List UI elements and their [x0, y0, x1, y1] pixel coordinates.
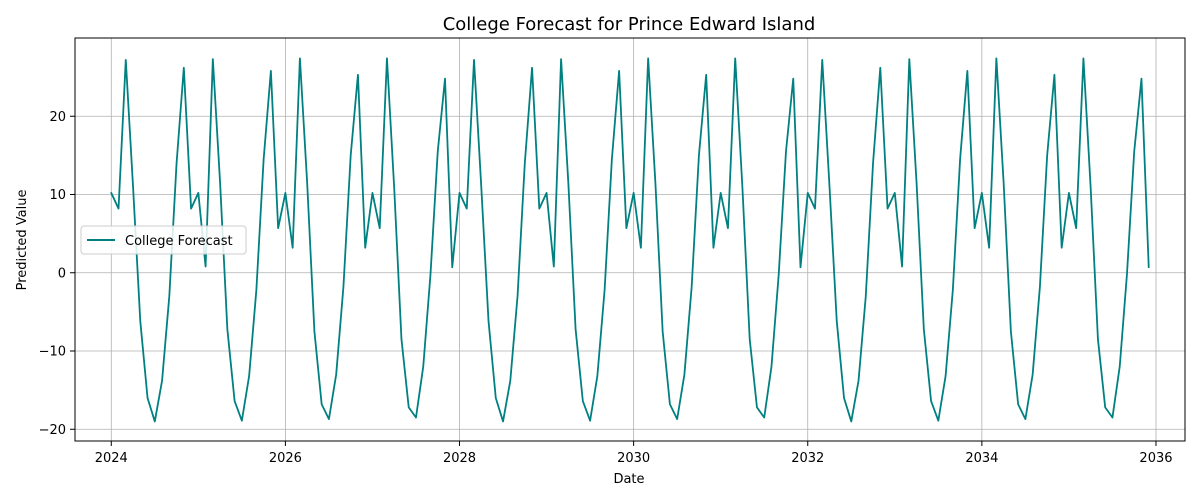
y-axis-ticks: −20 −10 0 10 20 [39, 110, 75, 438]
y-tick-label: −10 [39, 345, 66, 360]
x-tick-label: 2024 [95, 451, 128, 466]
plot-frame [74, 37, 1186, 442]
legend-box [80, 225, 247, 255]
series-line-college-forecast [110, 57, 1150, 423]
x-tick-label: 2034 [965, 451, 998, 466]
y-tick-label: 10 [49, 188, 66, 203]
chart-title: College Forecast for Prince Edward Islan… [443, 14, 816, 35]
x-tick-label: 2028 [443, 451, 476, 466]
legend-label: College Forecast [125, 234, 233, 249]
y-tick-label: 0 [58, 266, 66, 281]
legend: College Forecast [80, 225, 247, 255]
x-tick-label: 2036 [1139, 451, 1172, 466]
x-tick-label: 2026 [269, 451, 302, 466]
x-tick-label: 2032 [791, 451, 824, 466]
series-layer [110, 57, 1150, 423]
x-axis-ticks: 2024 2026 2028 2030 2032 2034 2036 [95, 441, 1173, 466]
y-axis-label: Predicted Value [15, 190, 30, 291]
x-axis-label: Date [613, 472, 644, 487]
x-tick-label: 2030 [617, 451, 650, 466]
y-tick-label: −20 [39, 423, 66, 438]
y-tick-label: 20 [49, 110, 66, 125]
